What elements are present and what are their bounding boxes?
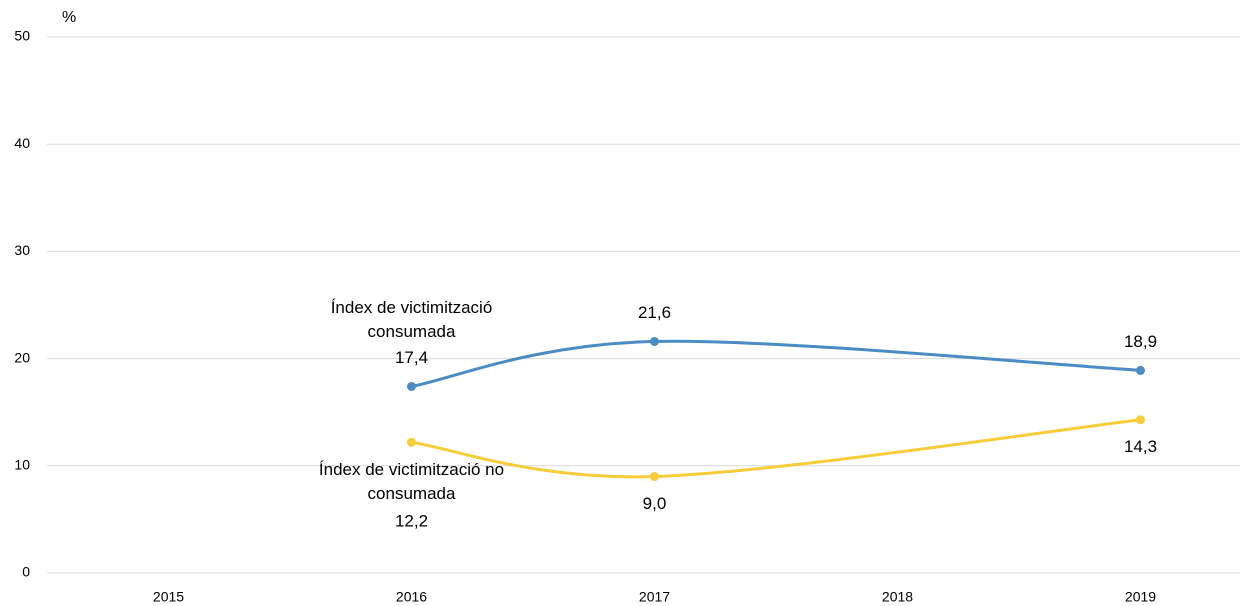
data-label: 12,2: [395, 512, 428, 531]
data-label: 9,0: [643, 494, 667, 513]
series-line: [411, 418, 1141, 479]
data-label: 21,6: [638, 303, 671, 322]
y-axis-label: %: [62, 9, 76, 26]
y-tick-label: 20: [14, 349, 30, 365]
data-label: 14,3: [1124, 437, 1157, 456]
data-label: 18,9: [1124, 332, 1157, 351]
data-point: [1136, 415, 1145, 425]
y-tick-label: 40: [14, 135, 30, 151]
x-tick-label: 2018: [882, 589, 913, 605]
series-label: Índex de victimització consumada: [330, 298, 493, 342]
y-tick-label: 50: [14, 28, 30, 44]
data-point: [407, 437, 416, 447]
y-tick-label: 0: [22, 564, 30, 580]
x-tick-label: 2017: [639, 589, 670, 605]
data-label: 17,4: [395, 348, 428, 367]
series-line: [411, 339, 1141, 388]
y-tick-label: 10: [14, 457, 30, 473]
data-point: [1136, 365, 1145, 375]
data-point: [650, 336, 659, 346]
x-tick-label: 2016: [396, 589, 427, 605]
x-tick-label: 2015: [153, 589, 184, 605]
x-tick-label: 2019: [1125, 589, 1156, 605]
series-label: Índex de victimització no consumada: [318, 460, 505, 504]
data-point: [407, 381, 416, 391]
data-point: [650, 472, 659, 482]
y-tick-label: 30: [14, 242, 30, 258]
